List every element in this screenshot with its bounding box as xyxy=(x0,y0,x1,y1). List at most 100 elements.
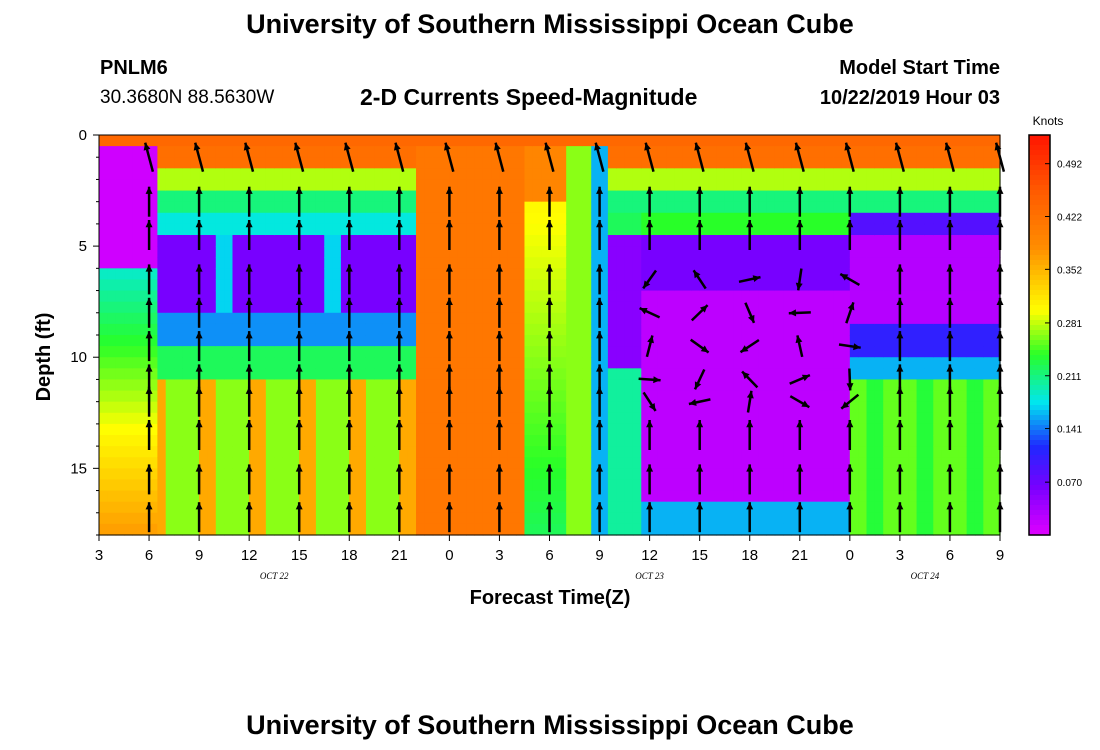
heatmap-cell xyxy=(749,279,759,292)
heatmap-cell xyxy=(407,201,417,214)
heatmap-cell xyxy=(824,401,834,414)
heatmap-cell xyxy=(507,423,517,436)
heatmap-cell xyxy=(407,423,417,436)
heatmap-cell xyxy=(240,457,250,469)
heatmap-cell xyxy=(783,201,793,214)
heatmap-cell xyxy=(340,335,350,347)
heatmap-cell xyxy=(441,368,450,381)
arrow-head xyxy=(896,464,904,472)
heatmap-cell xyxy=(866,268,876,281)
heatmap-cell xyxy=(149,512,158,525)
heatmap-cell xyxy=(866,335,876,347)
arrow-head xyxy=(245,264,253,272)
heatmap-cell xyxy=(240,412,250,425)
heatmap-cell xyxy=(899,490,909,503)
heatmap-cell xyxy=(382,435,392,447)
colorbar-segment xyxy=(1029,340,1050,346)
heatmap-cell xyxy=(215,412,225,425)
heatmap-cell xyxy=(749,435,759,447)
heatmap-cell xyxy=(290,346,300,358)
heatmap-cell xyxy=(115,168,125,181)
heatmap-cell xyxy=(966,268,976,281)
heatmap-cell xyxy=(933,523,943,536)
heatmap-cell xyxy=(274,246,284,258)
heatmap-cell xyxy=(682,379,692,392)
heatmap-cell xyxy=(382,212,392,225)
heatmap-cell xyxy=(307,423,317,436)
heatmap-cell xyxy=(924,212,934,225)
heatmap-cell xyxy=(140,235,150,247)
heatmap-cell xyxy=(290,479,300,492)
heatmap-cell xyxy=(916,135,926,147)
heatmap-cell xyxy=(933,446,943,458)
heatmap-cell xyxy=(666,479,676,492)
heatmap-cell xyxy=(682,435,692,447)
heatmap-cell xyxy=(265,312,275,325)
heatmap-cell xyxy=(441,501,450,514)
heatmap-cell xyxy=(816,179,826,192)
heatmap-cell xyxy=(941,312,951,325)
heatmap-cell xyxy=(491,412,501,425)
heatmap-cell xyxy=(632,401,642,414)
footer-title: University of Southern Mississippi Ocean… xyxy=(246,710,854,740)
heatmap-cell xyxy=(641,323,651,336)
heatmap-cell xyxy=(182,346,192,358)
heatmap-cell xyxy=(541,190,551,203)
heatmap-cell xyxy=(432,501,442,514)
heatmap-cell xyxy=(199,423,209,436)
heatmap-cell xyxy=(741,335,751,347)
heatmap-cell xyxy=(474,246,484,258)
heatmap-cell xyxy=(949,168,959,181)
current-arrow xyxy=(345,220,353,250)
heatmap-cell xyxy=(399,168,409,181)
heatmap-cell xyxy=(599,490,609,503)
heatmap-cell xyxy=(674,268,684,281)
heatmap-cell xyxy=(582,301,592,314)
heatmap-cell xyxy=(224,435,234,447)
heatmap-cell xyxy=(916,423,926,436)
heatmap-cell xyxy=(274,168,284,181)
heatmap-cell xyxy=(783,257,793,269)
heatmap-cell xyxy=(174,357,184,369)
arrow-head xyxy=(445,264,453,272)
heatmap-cell xyxy=(849,168,859,181)
heatmap-cell xyxy=(833,312,843,325)
heatmap-cell xyxy=(224,223,234,236)
heatmap-cell xyxy=(332,279,342,292)
heatmap-cell xyxy=(140,323,150,336)
heatmap-cell xyxy=(374,335,384,347)
heatmap-cell xyxy=(799,479,809,492)
heatmap-cell xyxy=(157,301,167,314)
heatmap-cell xyxy=(332,479,342,492)
heatmap-cell xyxy=(649,290,659,303)
heatmap-cell xyxy=(841,412,851,425)
heatmap-cell xyxy=(716,501,726,514)
heatmap-cell xyxy=(816,512,826,525)
heatmap-cell xyxy=(224,368,234,381)
heatmap-cell xyxy=(958,246,968,258)
heatmap-cell xyxy=(457,357,467,369)
heatmap-cell xyxy=(249,379,259,392)
heatmap-cell xyxy=(390,479,400,492)
heatmap-cell xyxy=(783,490,793,503)
heatmap-cell xyxy=(924,479,934,492)
heatmap-cell xyxy=(532,268,542,281)
heatmap-cell xyxy=(390,146,400,158)
colorbar-segment xyxy=(1029,445,1050,451)
heatmap-cell xyxy=(641,246,651,258)
heatmap-cell xyxy=(157,501,167,514)
heatmap-cell xyxy=(249,479,259,492)
heatmap-cell xyxy=(591,368,601,381)
heatmap-cell xyxy=(324,157,334,169)
heatmap-cell xyxy=(215,235,225,247)
heatmap-cell xyxy=(766,368,776,381)
colorbar-tick-label: 0.492 xyxy=(1057,160,1082,171)
heatmap-cell xyxy=(416,390,425,403)
heatmap-cell xyxy=(657,423,667,436)
heatmap-cell xyxy=(841,146,851,158)
heatmap-cell xyxy=(124,379,133,392)
heatmap-cell xyxy=(824,212,834,225)
heatmap-cell xyxy=(566,423,576,436)
heatmap-cell xyxy=(816,412,826,425)
heatmap-cell xyxy=(649,279,659,292)
